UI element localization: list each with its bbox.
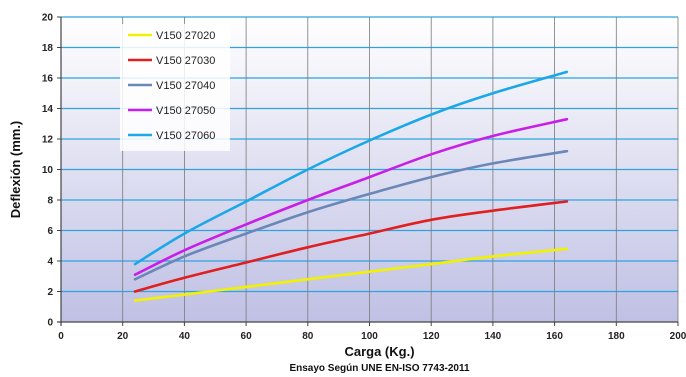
legend-label: V150 27050 <box>156 105 215 117</box>
x-tick-label: 200 <box>670 331 686 342</box>
y-tick-label: 4 <box>47 257 53 268</box>
y-tick-label: 12 <box>42 135 54 146</box>
legend-label: V150 27060 <box>156 130 215 142</box>
x-tick-label: 100 <box>361 331 378 342</box>
y-tick-label: 10 <box>42 165 54 176</box>
series-line-3 <box>133 149 569 281</box>
legend-label: V150 27040 <box>156 80 215 92</box>
y-tick-label: 6 <box>47 226 53 237</box>
x-tick-label: 0 <box>58 331 64 342</box>
series-line-2 <box>133 200 569 293</box>
chart-subtitle: Ensayo Según UNE EN-ISO 7743-2011 <box>289 363 470 374</box>
y-tick-label: 20 <box>42 13 54 24</box>
series-line-1 <box>133 247 569 302</box>
y-tick-label: 14 <box>42 104 54 115</box>
series-line-5 <box>133 70 569 266</box>
y-tick-label: 2 <box>47 287 53 298</box>
series-lines <box>133 70 569 302</box>
x-tick-label: 40 <box>179 331 191 342</box>
x-tick-label: 160 <box>546 331 563 342</box>
y-tick-label: 8 <box>47 196 53 207</box>
x-axis-title: Carga (Kg.) <box>344 344 414 359</box>
legend-label: V150 27020 <box>156 30 215 42</box>
x-tick-label: 180 <box>608 331 625 342</box>
x-tick-label: 120 <box>423 331 440 342</box>
legend-label: V150 27030 <box>156 55 215 67</box>
y-tick-label: 0 <box>47 318 53 329</box>
legend-box <box>120 24 230 151</box>
x-tick-label: 20 <box>117 331 129 342</box>
series-line-4 <box>133 117 569 276</box>
axes <box>57 16 679 326</box>
x-tick-label: 60 <box>241 331 253 342</box>
y-axis-title: Deflexión (mm.) <box>8 121 23 219</box>
y-tick-label: 16 <box>42 74 54 85</box>
y-tick-label: 18 <box>42 43 54 54</box>
legend: V150 27020 V150 27030 V150 27040 V150 27050… <box>120 24 230 151</box>
x-tick-label: 80 <box>302 331 314 342</box>
x-tick-label: 140 <box>485 331 502 342</box>
